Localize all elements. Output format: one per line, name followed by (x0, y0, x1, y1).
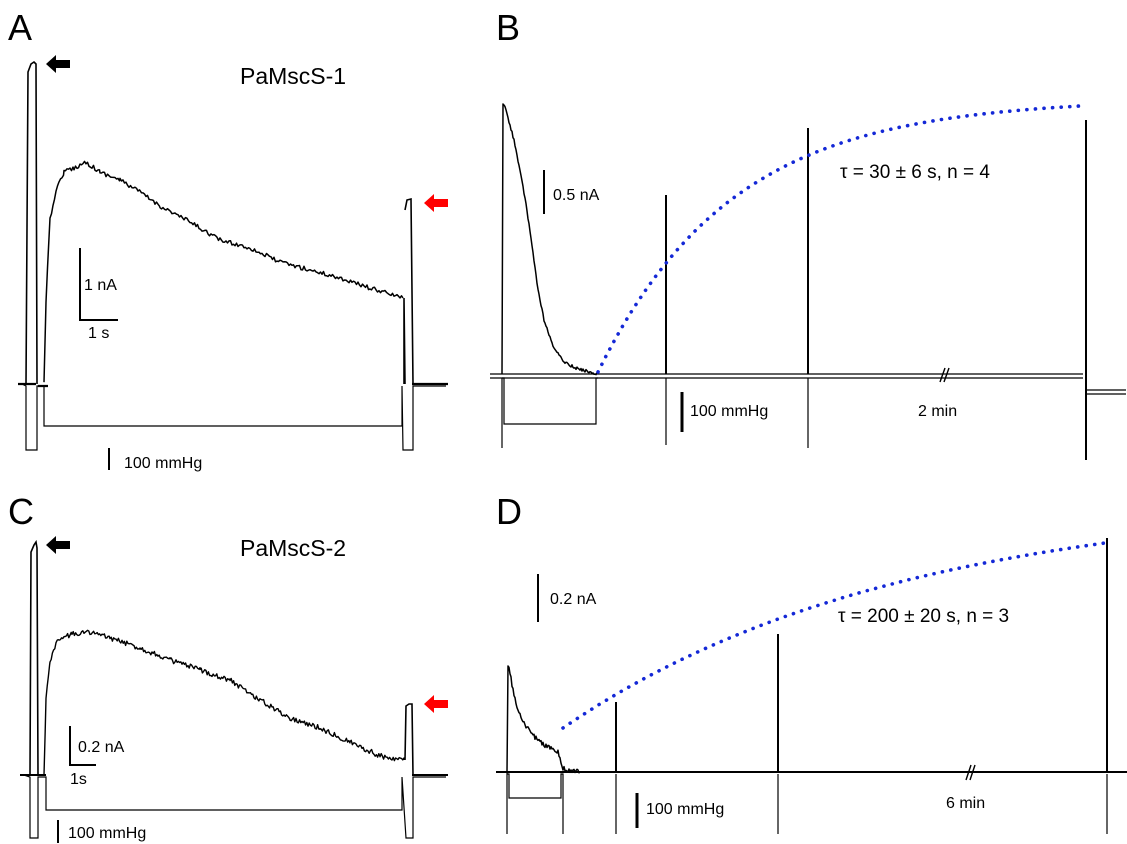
panel-c: C PaMscS-2 0.2 nA 1s 100 mmHg (8, 491, 448, 843)
panel-letter-b: B (496, 7, 520, 48)
pulse-2-current-c (404, 703, 414, 776)
pulse-1-current-c (29, 539, 39, 776)
pulse-1-current-a (25, 60, 38, 385)
gap-label-b: 2 min (918, 403, 957, 420)
pressure-protocol-a (21, 383, 446, 451)
exponential-fit-d (561, 541, 1107, 730)
current-scale-bar-c (69, 726, 96, 766)
pulse-2-current-a (403, 197, 414, 385)
time-scale-label-c: 1s (70, 771, 87, 788)
current-scale-label-d: 0.2 nA (550, 591, 597, 608)
current-trace-b (501, 103, 599, 376)
tau-label-b: τ = 30 ± 6 s, n = 4 (840, 162, 990, 183)
panel-letter-d: D (496, 491, 522, 532)
left-arrow-icon (424, 194, 448, 212)
exponential-fit-b (596, 104, 1082, 374)
pressure-scale-label-b: 100 mmHg (690, 403, 768, 420)
pressure-protocol-b (501, 377, 809, 448)
pressure-protocol-c (23, 774, 446, 839)
current-scale-bar-a (79, 248, 118, 321)
left-arrow-icon (46, 55, 70, 73)
panel-a: A PaMscS-1 1 nA 1 s 100 mmHg (8, 7, 448, 472)
current-scale-label-c: 0.2 nA (78, 739, 125, 756)
current-scale-label-a: 1 nA (84, 277, 117, 294)
panel-d: D 0.2 nA 100 mmHg 6 min τ = 200 ± 20 s, … (496, 491, 1127, 834)
current-trace-c (43, 629, 405, 775)
baseline-end-b (1086, 389, 1126, 395)
break-mark-d (965, 764, 976, 781)
construct-label-c: PaMscS-2 (240, 535, 346, 561)
panel-letter-a: A (8, 7, 32, 48)
baseline-current-a (18, 382, 448, 388)
break-mark-b (939, 367, 950, 383)
time-scale-label-a: 1 s (88, 325, 109, 342)
panel-b: B 0.5 nA 100 mmHg 2 min τ = 30 ± 6 s, n … (490, 7, 1126, 460)
panel-letter-c: C (8, 491, 34, 532)
construct-label-a: PaMscS-1 (240, 63, 346, 89)
tau-label-d: τ = 200 ± 20 s, n = 3 (838, 606, 1009, 627)
current-scale-label-b: 0.5 nA (553, 187, 600, 204)
pressure-scale-label-a: 100 mmHg (124, 455, 202, 472)
pressure-scale-label-d: 100 mmHg (646, 801, 724, 818)
left-arrow-icon (424, 695, 448, 713)
pressure-protocol-d (506, 772, 1108, 834)
left-arrow-icon (46, 536, 70, 554)
current-trace-a (43, 160, 404, 383)
current-trace-d (506, 665, 581, 774)
baseline-current-b (490, 373, 1083, 379)
gap-label-d: 6 min (946, 795, 985, 812)
pressure-scale-label-c: 100 mmHg (68, 825, 146, 842)
